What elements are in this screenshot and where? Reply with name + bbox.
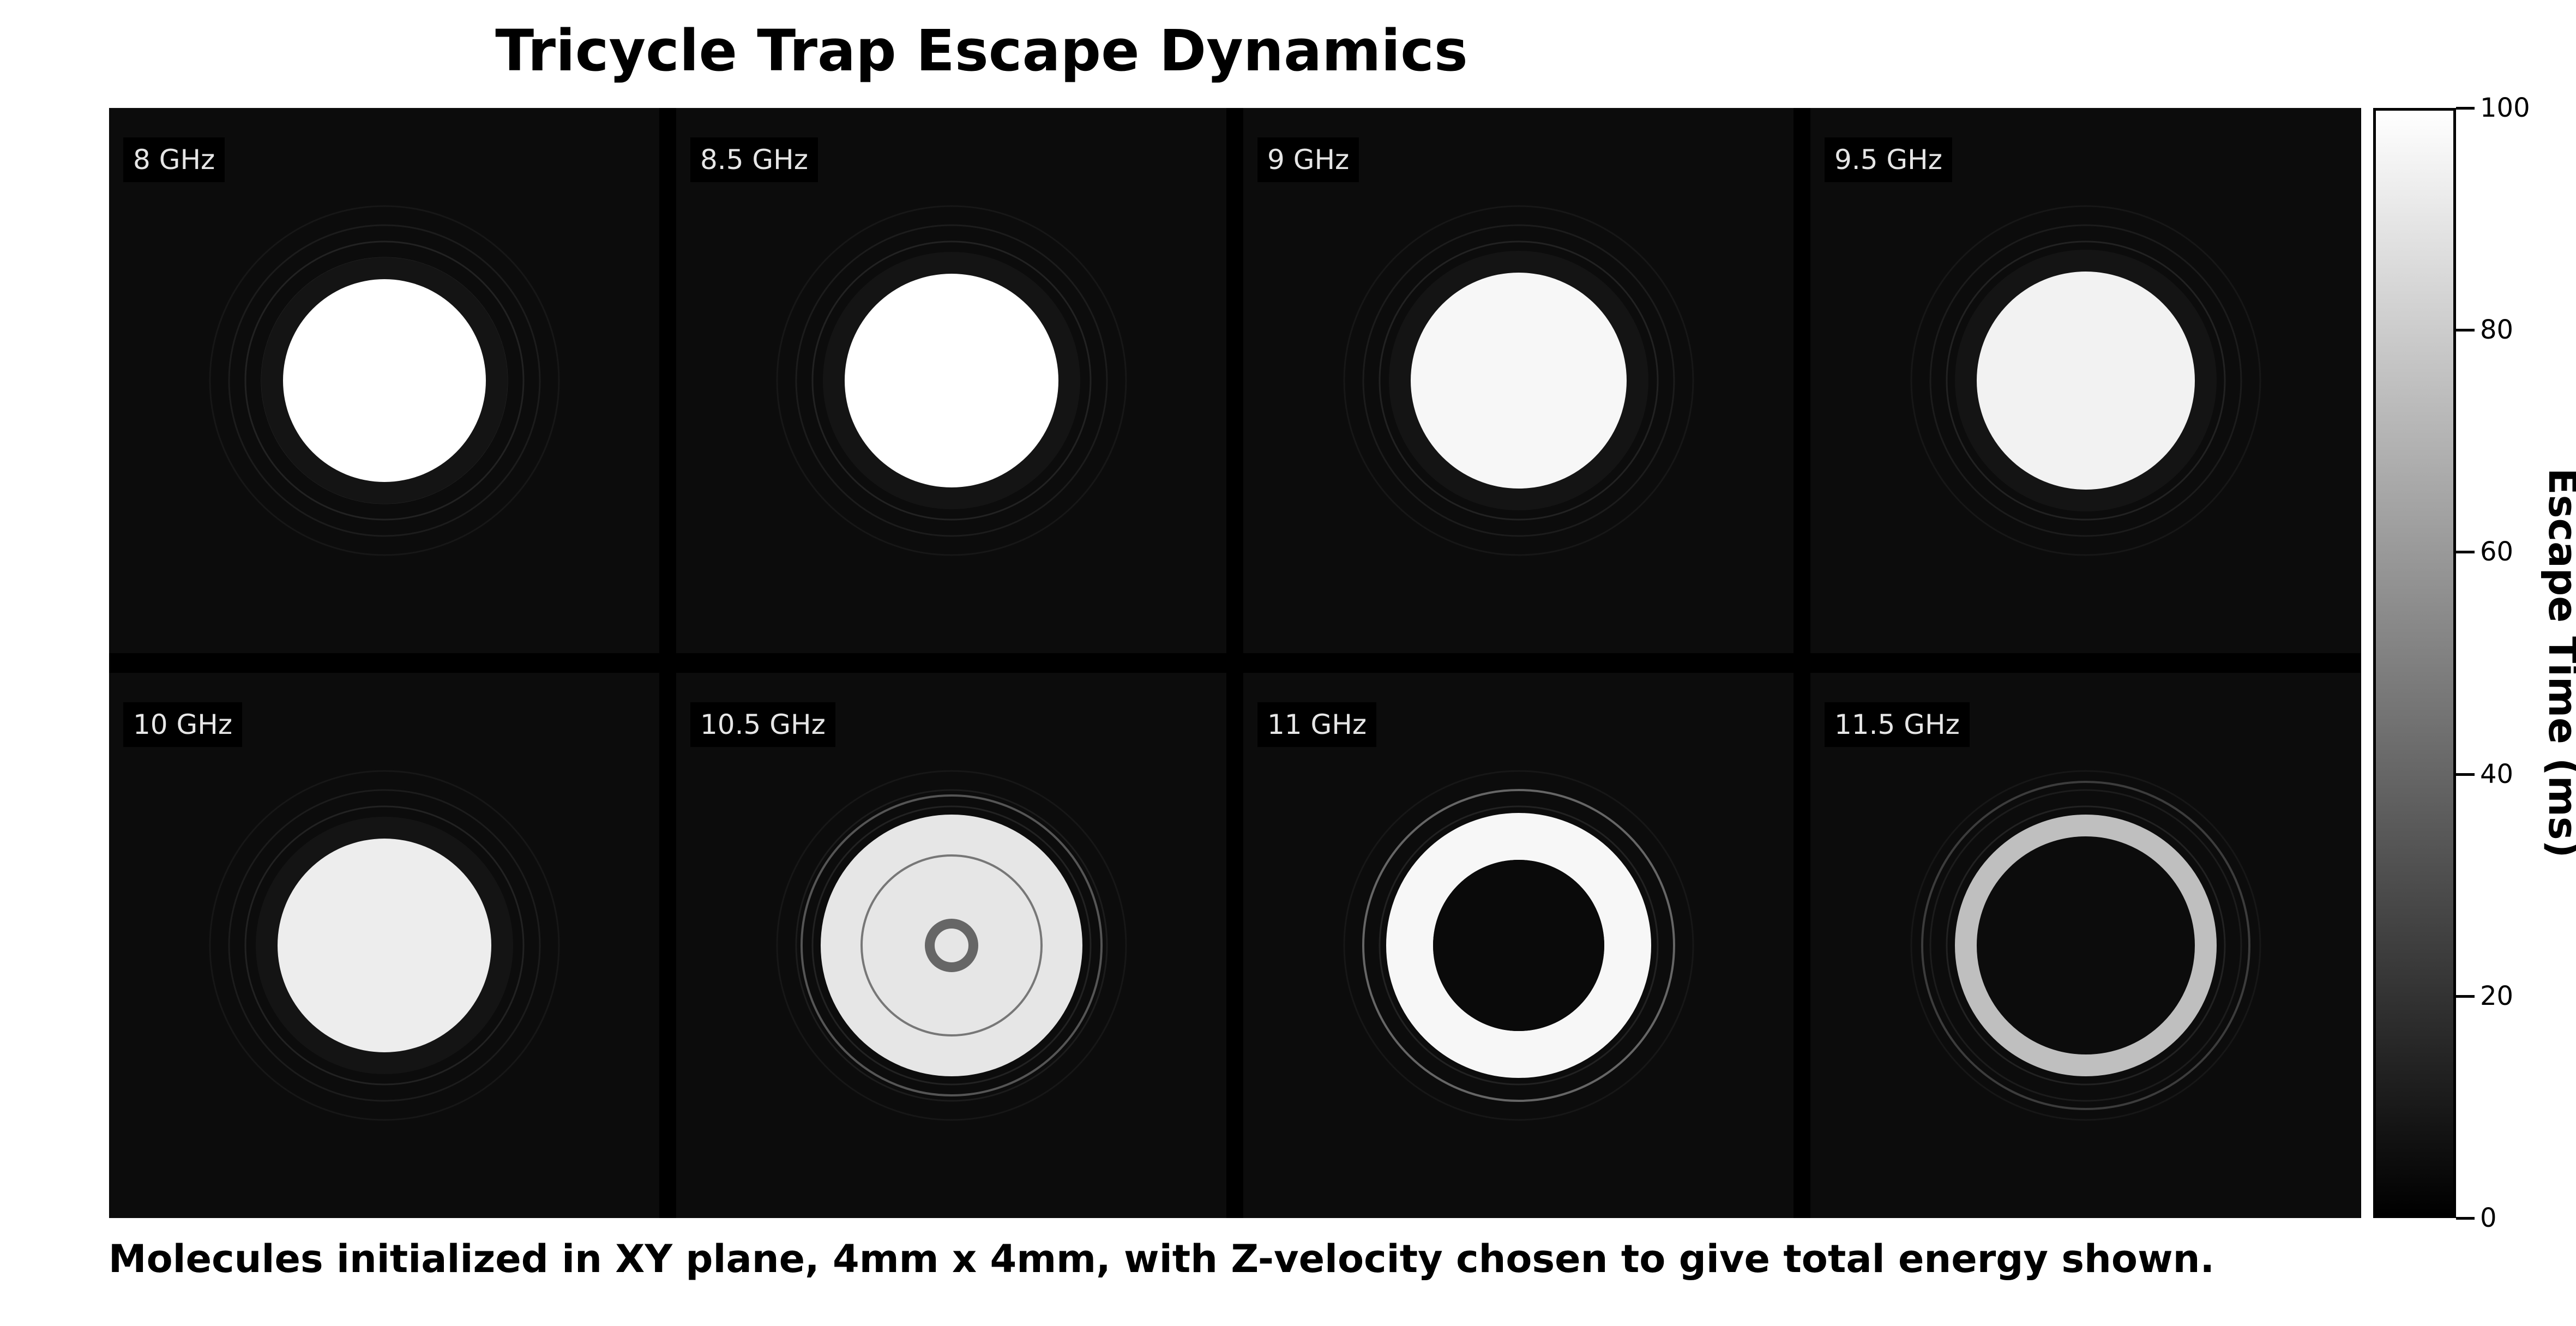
- panel-heatmap: [209, 205, 560, 556]
- colorbar-label: Escape Time (ms): [2540, 468, 2576, 858]
- halo-ring: [209, 770, 560, 1121]
- colorbar-tick: [2456, 329, 2475, 332]
- halo-ring: [244, 240, 525, 521]
- halo-ring: [1929, 224, 2242, 537]
- escape-region: [1977, 272, 2195, 490]
- panel-heatmap: [1343, 205, 1694, 556]
- panel-grid: 8 GHz 8.5 GHz 9 GHz 9.5 GHz 10 GHz 10.5 GHz 11…: [109, 108, 2361, 1218]
- panel-3: 9 GHz: [1243, 108, 1793, 653]
- halo-ring: [244, 805, 525, 1086]
- colorbar-tick-label: 0: [2480, 1203, 2497, 1233]
- halo-ring: [1343, 205, 1694, 556]
- halo-ring: [1910, 770, 2261, 1121]
- panel-label: 8.5 GHz: [690, 137, 818, 182]
- outer-ring: [1921, 781, 2250, 1110]
- escape-region: [278, 839, 491, 1052]
- panel-1: 8 GHz: [109, 108, 659, 653]
- halo-ring: [1946, 805, 2226, 1086]
- halo-ring: [209, 205, 560, 556]
- halo-ring: [776, 205, 1127, 556]
- panel-7: 11 GHz: [1243, 673, 1793, 1218]
- halo-ring: [776, 770, 1127, 1121]
- halo-ring: [811, 240, 1092, 521]
- escape-region: [283, 279, 486, 482]
- halo-ring: [795, 789, 1108, 1102]
- colorbar-tick: [2456, 107, 2475, 110]
- panel-label: 11 GHz: [1257, 702, 1377, 747]
- panel-heatmap: [209, 770, 560, 1121]
- chart-title: Tricycle Trap Escape Dynamics: [495, 17, 1468, 84]
- center-artifact: [925, 919, 978, 972]
- panel-label: 10.5 GHz: [690, 702, 835, 747]
- panel-label: 10 GHz: [123, 702, 243, 747]
- panel-2: 8.5 GHz: [676, 108, 1226, 653]
- inner-ring: [860, 854, 1043, 1036]
- figure-caption: Molecules initialized in XY plane, 4mm x…: [108, 1237, 2215, 1281]
- panel-4: 9.5 GHz: [1810, 108, 2361, 653]
- colorbar: [2373, 108, 2456, 1218]
- colorbar-tick: [2456, 1217, 2475, 1220]
- halo-ring: [1946, 240, 2226, 521]
- colorbar-tick: [2456, 551, 2475, 554]
- halo-ring: [795, 224, 1108, 537]
- halo-ring: [1343, 770, 1694, 1121]
- panel-5: 10 GHz: [109, 673, 659, 1218]
- colorbar-tick: [2456, 773, 2475, 776]
- escape-region: [1411, 273, 1627, 489]
- colorbar-tick-label: 60: [2480, 537, 2514, 568]
- escape-region: [1955, 815, 2217, 1076]
- escape-region: [821, 815, 1082, 1076]
- panel-heatmap: [1910, 205, 2261, 556]
- panel-heatmap: [776, 770, 1127, 1121]
- halo-ring: [811, 805, 1092, 1086]
- panel-8: 11.5 GHz: [1810, 673, 2361, 1218]
- colorbar-tick-label: 100: [2480, 93, 2530, 123]
- escape-region: [845, 274, 1058, 487]
- halo-ring: [228, 224, 541, 537]
- panel-label: 9 GHz: [1257, 137, 1359, 182]
- panel-heatmap: [1343, 770, 1694, 1121]
- outer-ring: [801, 794, 1103, 1096]
- colorbar-tick-label: 80: [2480, 315, 2514, 346]
- hollow-core: [1433, 860, 1604, 1031]
- outer-ring: [1362, 789, 1675, 1102]
- halo-ring: [1929, 789, 2242, 1102]
- panel-label: 9.5 GHz: [1825, 137, 1952, 182]
- escape-region: [1386, 813, 1651, 1078]
- halo-ring: [1362, 224, 1675, 537]
- panel-heatmap: [1910, 770, 2261, 1121]
- colorbar-tick: [2456, 994, 2475, 998]
- panel-label: 11.5 GHz: [1825, 702, 1970, 747]
- panel-label: 8 GHz: [123, 137, 225, 182]
- colorbar-tick-label: 40: [2480, 758, 2514, 789]
- halo-ring: [1910, 205, 2261, 556]
- colorbar-tick-label: 20: [2480, 980, 2514, 1011]
- halo-ring: [1379, 805, 1659, 1086]
- panel-6: 10.5 GHz: [676, 673, 1226, 1218]
- halo-ring: [1379, 240, 1659, 521]
- panel-heatmap: [776, 205, 1127, 556]
- halo-ring: [228, 789, 541, 1102]
